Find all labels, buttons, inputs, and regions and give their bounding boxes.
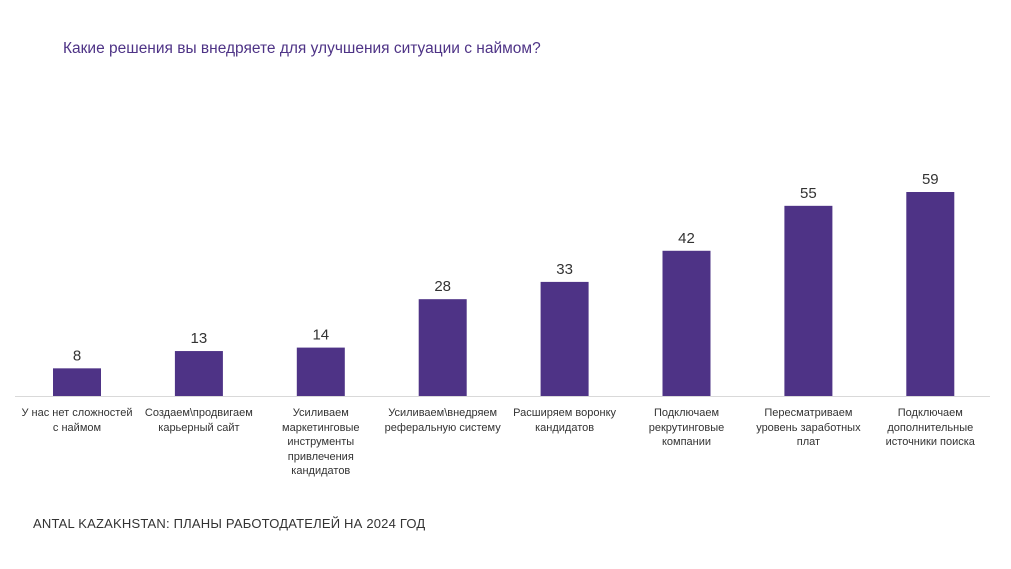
bar (296, 347, 345, 396)
bar (174, 351, 223, 396)
category-label: У нас нет сложностей с наймом (21, 407, 133, 434)
data-label: 59 (922, 171, 939, 188)
category-label: Подключаем рекрутинговые компании (648, 407, 725, 448)
category-label: Создаем\продвигаем карьерный сайт (144, 407, 253, 434)
data-label: 14 (312, 327, 329, 344)
bar (662, 250, 711, 396)
category-label: Расширяем воронку кандидатов (513, 407, 617, 434)
data-label: 33 (556, 261, 573, 278)
bar (540, 281, 589, 396)
footer-source: ANTAL KAZAKHSTAN: ПЛАНЫ РАБОТОДАТЕЛЕЙ НА… (33, 516, 426, 531)
bar (784, 205, 833, 396)
data-label: 13 (191, 330, 208, 347)
chart-title: Какие решения вы внедряете для улучшения… (63, 40, 541, 57)
data-label: 8 (73, 347, 81, 364)
category-label: Усиливаем маркетинговые инструменты прив… (282, 407, 360, 477)
bar (906, 192, 955, 396)
bar (418, 299, 467, 396)
category-label: Пересматриваем уровень заработных плат (756, 407, 861, 448)
data-label: 42 (678, 230, 695, 247)
data-label: 55 (800, 185, 817, 202)
category-label: Усиливаем\внедряем реферальную систему (384, 407, 501, 434)
category-label: Подключаем дополнительные источники поис… (885, 407, 975, 448)
data-label: 28 (434, 278, 451, 295)
bar (53, 368, 101, 396)
